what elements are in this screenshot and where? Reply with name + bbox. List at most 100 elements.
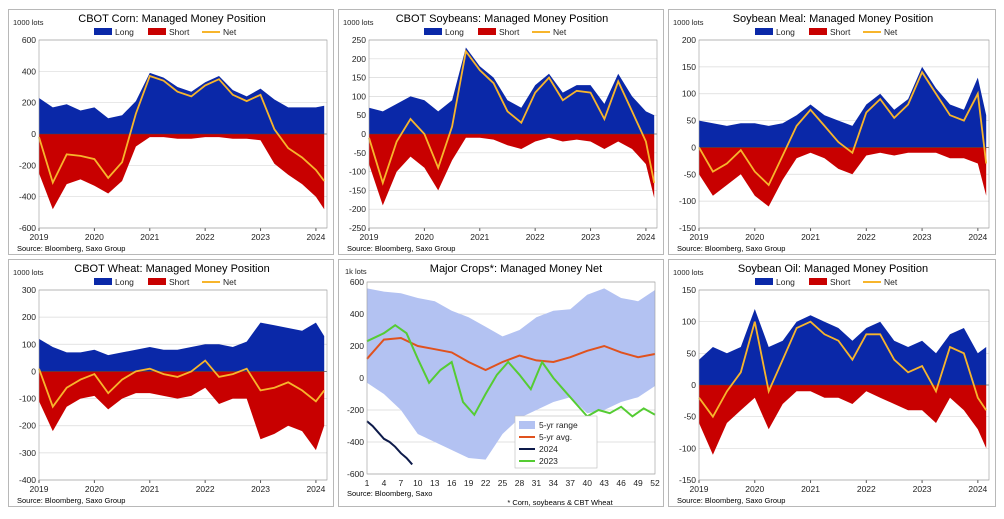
chart-title: CBOT Corn: Managed Money Position bbox=[78, 13, 266, 25]
legend-label-long: Long bbox=[776, 27, 795, 37]
units-label: 1000 lots bbox=[13, 268, 44, 277]
y-tick-label: -100 bbox=[679, 443, 696, 453]
y-tick-label: 600 bbox=[22, 35, 36, 45]
legend-swatch-long bbox=[94, 28, 112, 35]
chart-soybean-oil: Soybean Oil: Managed Money Position 1000 … bbox=[673, 263, 990, 505]
chart-title: CBOT Wheat: Managed Money Position bbox=[74, 263, 269, 275]
y-tick-label: -600 bbox=[347, 469, 364, 479]
y-tick-label: 300 bbox=[22, 285, 36, 295]
chart-corn: CBOT Corn: Managed Money Position 1000 lo… bbox=[13, 13, 328, 253]
x-tick-label: 2024 bbox=[306, 232, 325, 242]
series-5yr-range-band bbox=[367, 288, 655, 460]
series-net-line bbox=[698, 70, 988, 187]
units-label: 1000 lots bbox=[343, 18, 374, 27]
series-net-line bbox=[368, 49, 656, 186]
x-tick-label: 2019 bbox=[30, 484, 49, 494]
x-tick-label: 2022 bbox=[196, 232, 215, 242]
legend-swatch-range bbox=[519, 421, 535, 429]
x-tick-label: 2020 bbox=[745, 484, 764, 494]
legend-label-short: Short bbox=[169, 277, 190, 287]
y-tick-label: 400 bbox=[350, 309, 364, 319]
x-tick-label: 40 bbox=[583, 478, 593, 488]
plot-frame bbox=[38, 289, 328, 481]
y-tick-label: -50 bbox=[684, 169, 697, 179]
y-tick-label: 50 bbox=[687, 348, 697, 358]
plot-frame bbox=[368, 39, 658, 229]
legend-swatch-short bbox=[809, 278, 827, 285]
legend-label-short: Short bbox=[499, 27, 520, 37]
x-tick-label: 22 bbox=[481, 478, 491, 488]
x-tick-label: 19 bbox=[464, 478, 474, 488]
x-tick-label: 37 bbox=[566, 478, 576, 488]
legend-label: 2023 bbox=[539, 456, 558, 466]
chart-title: CBOT Soybeans: Managed Money Position bbox=[396, 13, 609, 25]
legend-label: 5-yr avg. bbox=[539, 432, 572, 442]
legend-label-short: Short bbox=[830, 277, 851, 287]
x-tick-label: 4 bbox=[382, 478, 387, 488]
y-tick-label: 200 bbox=[352, 54, 366, 64]
units-label: 1k lots bbox=[345, 267, 367, 276]
y-tick-label: 200 bbox=[22, 312, 36, 322]
x-tick-label: 2021 bbox=[470, 232, 489, 242]
y-tick-label: -600 bbox=[19, 223, 36, 233]
legend-swatch-long bbox=[755, 28, 773, 35]
x-tick-label: 2023 bbox=[251, 484, 270, 494]
x-tick-label: 2022 bbox=[526, 232, 545, 242]
chart-title: Major Crops*: Managed Money Net bbox=[430, 263, 602, 275]
legend-label-long: Long bbox=[776, 277, 795, 287]
y-tick-label: -150 bbox=[679, 223, 696, 233]
panel-soybeans: CBOT Soybeans: Managed Money Position 100… bbox=[338, 9, 664, 255]
plot-frame bbox=[366, 281, 656, 475]
y-tick-label: 100 bbox=[682, 317, 696, 327]
legend-label-net: Net bbox=[884, 27, 898, 37]
x-tick-label: 2021 bbox=[140, 232, 159, 242]
x-tick-label: 46 bbox=[616, 478, 626, 488]
y-tick-label: -100 bbox=[349, 167, 366, 177]
series-long-area bbox=[39, 72, 325, 134]
y-tick-label: 0 bbox=[691, 142, 696, 152]
x-tick-label: 2020 bbox=[85, 232, 104, 242]
plot-frame bbox=[698, 39, 990, 229]
y-tick-label: 400 bbox=[22, 66, 36, 76]
y-tick-label: 0 bbox=[359, 373, 364, 383]
x-tick-label: 16 bbox=[447, 478, 457, 488]
chart-title: Soybean Meal: Managed Money Position bbox=[733, 13, 934, 25]
panel-wheat: CBOT Wheat: Managed Money Position 1000 l… bbox=[8, 259, 334, 507]
series-short-area bbox=[699, 385, 987, 455]
y-tick-label: -100 bbox=[19, 394, 36, 404]
plot-frame bbox=[698, 289, 990, 481]
x-tick-label: 2023 bbox=[913, 484, 932, 494]
x-tick-label: 25 bbox=[498, 478, 508, 488]
x-tick-label: 2023 bbox=[251, 232, 270, 242]
chart-major-crops: Major Crops*: Managed Money Net 1k lots -6… bbox=[345, 263, 660, 507]
x-tick-label: 28 bbox=[515, 478, 525, 488]
panel-soybean-meal: Soybean Meal: Managed Money Position 100 0… bbox=[668, 9, 996, 255]
x-tick-label: 2019 bbox=[690, 484, 709, 494]
y-tick-label: -200 bbox=[19, 421, 36, 431]
x-tick-label: 43 bbox=[599, 478, 609, 488]
legend-label-long: Long bbox=[115, 27, 134, 37]
source-note: Source: Bloomberg, Saxo Group bbox=[17, 496, 125, 505]
x-tick-label: 2019 bbox=[30, 232, 49, 242]
x-tick-label: 52 bbox=[650, 478, 660, 488]
y-tick-label: 150 bbox=[352, 73, 366, 83]
y-tick-label: -100 bbox=[679, 196, 696, 206]
x-tick-label: 7 bbox=[399, 478, 404, 488]
y-tick-label: 50 bbox=[357, 110, 367, 120]
series-5-yr-avg-line bbox=[366, 336, 656, 372]
series-net-line bbox=[698, 320, 987, 419]
x-tick-label: 2022 bbox=[196, 484, 215, 494]
panel-corn: CBOT Corn: Managed Money Position 1000 lo… bbox=[8, 9, 334, 255]
legend-swatch-short bbox=[478, 28, 496, 35]
series-2023line bbox=[366, 323, 656, 418]
y-tick-label: 100 bbox=[22, 339, 36, 349]
x-tick-label: 2021 bbox=[140, 484, 159, 494]
y-tick-label: 150 bbox=[682, 62, 696, 72]
chart-title: Soybean Oil: Managed Money Position bbox=[738, 263, 928, 275]
series-short-area bbox=[699, 147, 987, 207]
y-tick-label: 0 bbox=[691, 380, 696, 390]
x-tick-label: 2024 bbox=[306, 484, 325, 494]
chart-soybean-meal: Soybean Meal: Managed Money Position 100 0… bbox=[673, 13, 990, 253]
y-tick-label: 100 bbox=[682, 89, 696, 99]
panel-major-crops: Major Crops*: Managed Money Net 1k lots -6… bbox=[338, 259, 664, 507]
